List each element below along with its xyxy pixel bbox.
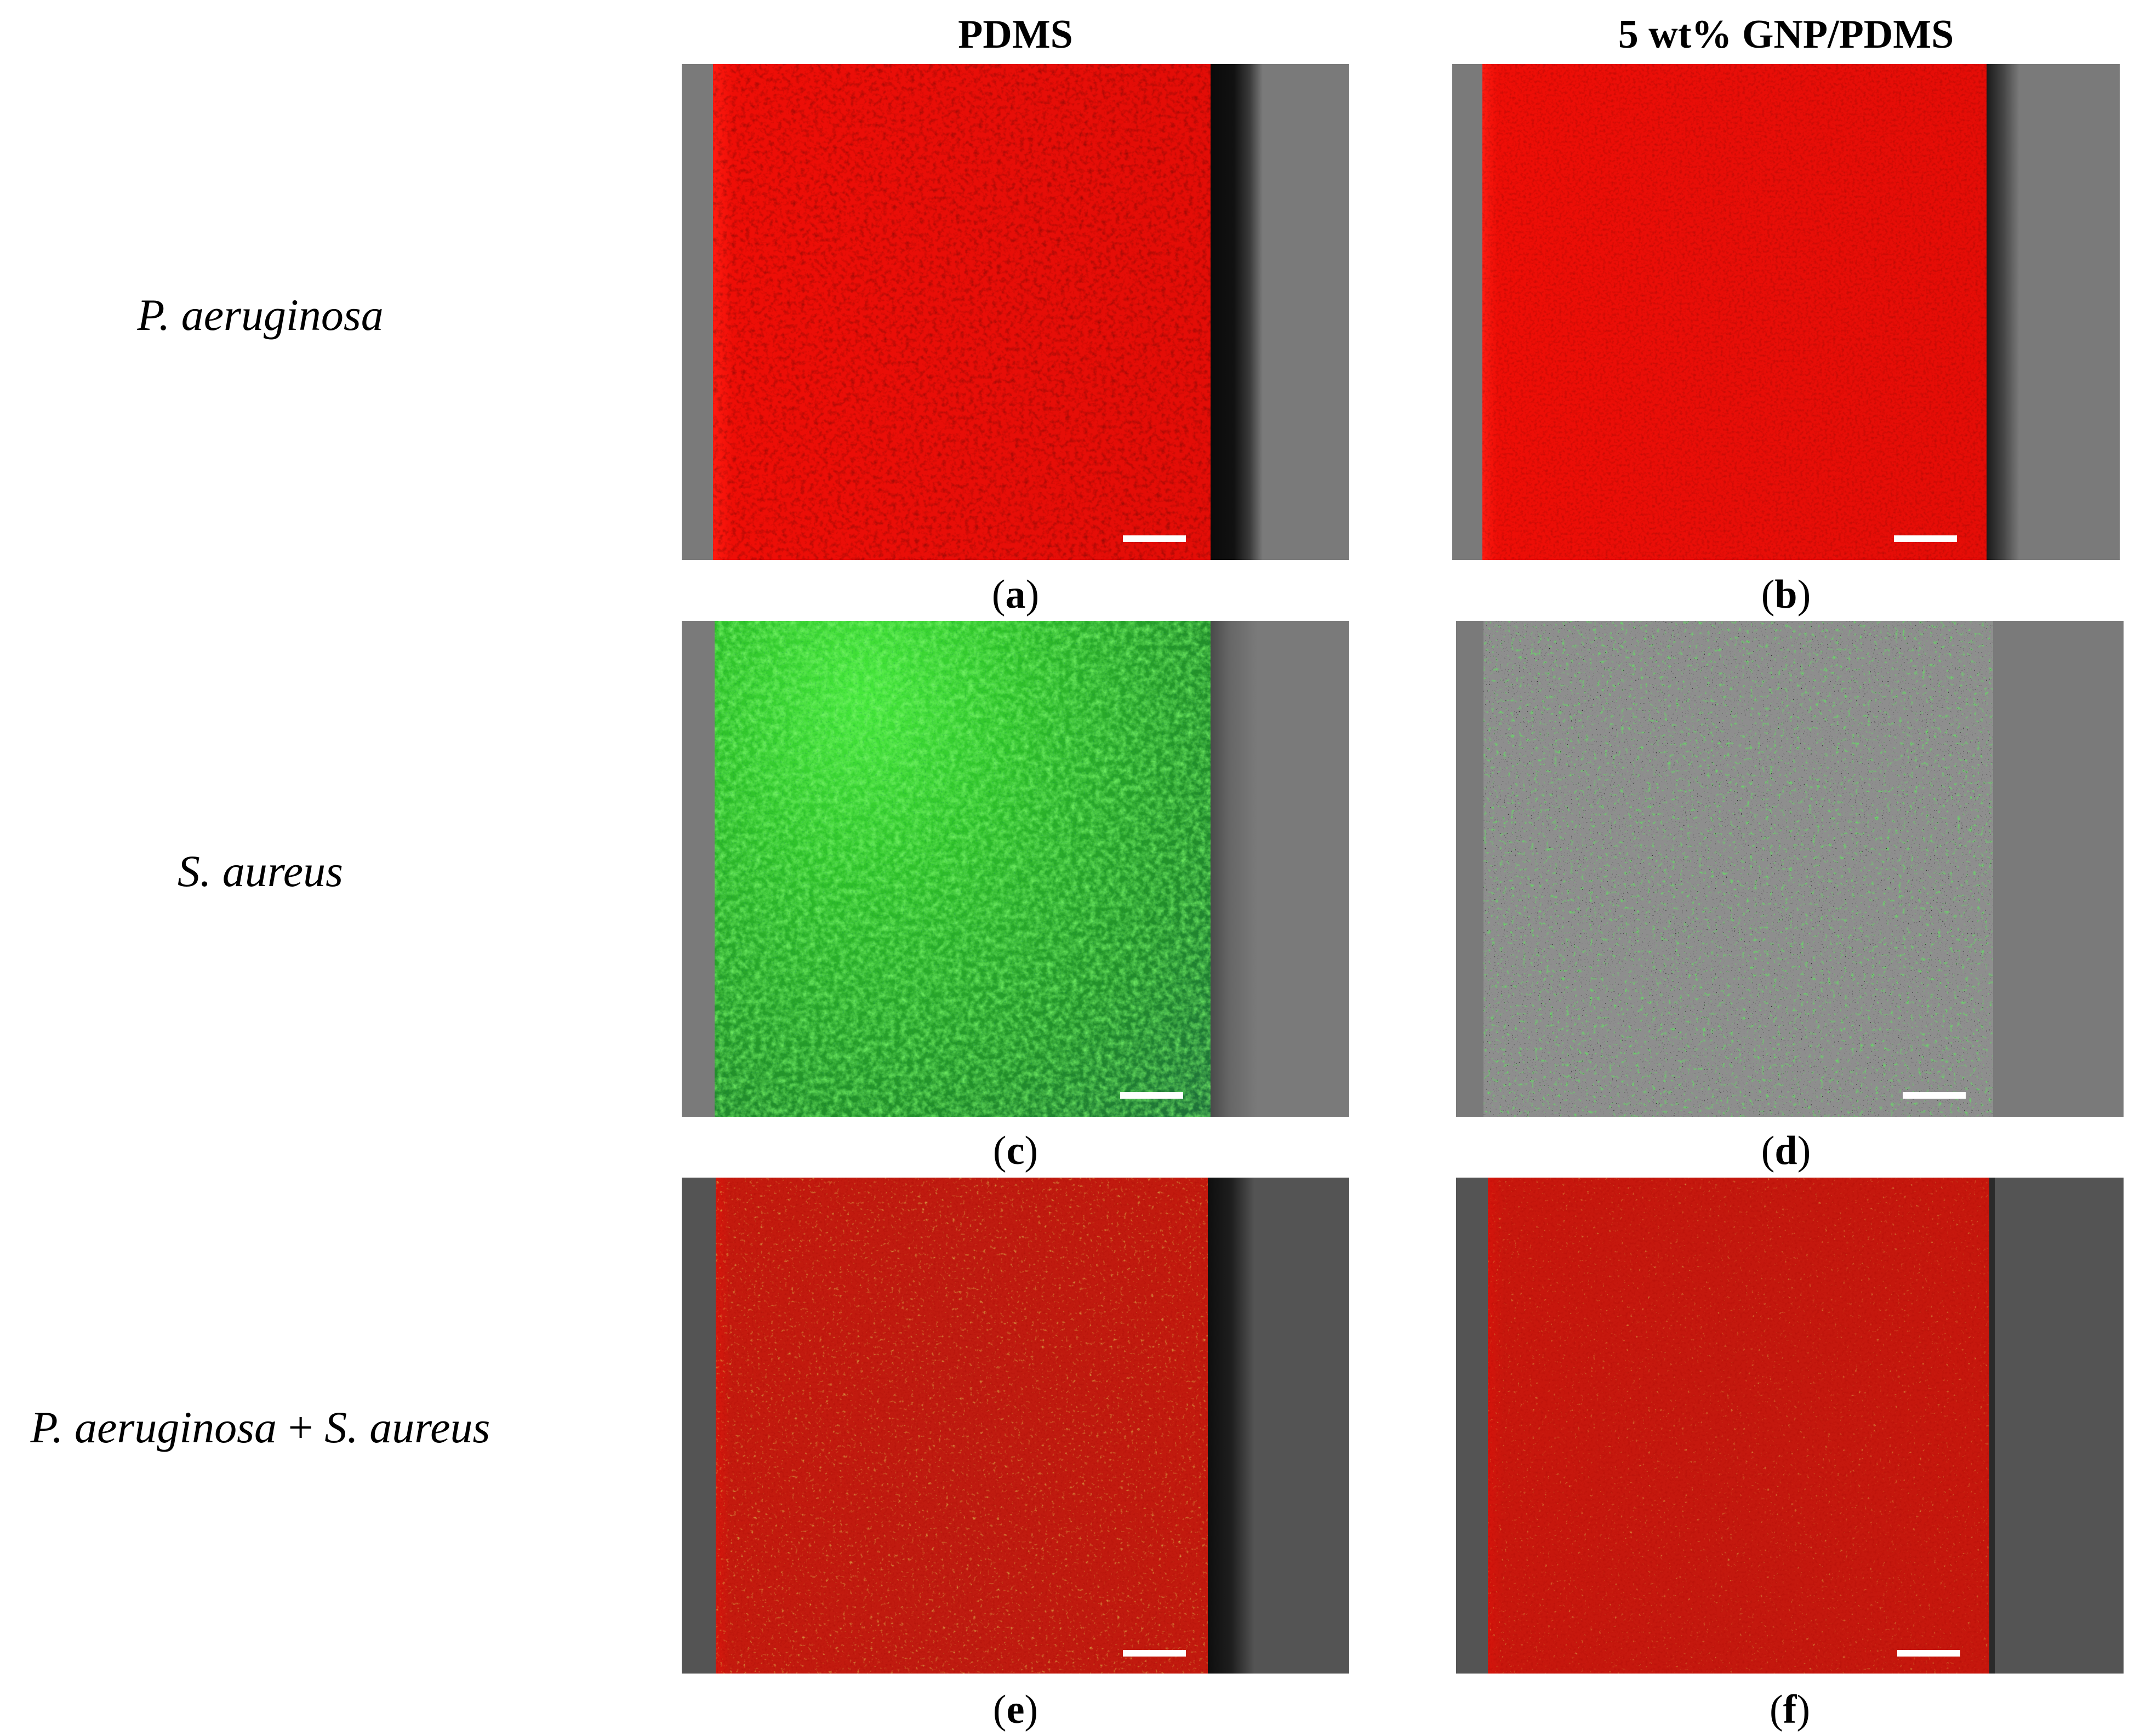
micrograph-panel-c: [682, 621, 1349, 1117]
panel-label-b: (b): [1761, 572, 1811, 617]
micrograph-panel-e: [682, 1178, 1349, 1674]
scale-bar: [1903, 1092, 1966, 1099]
micrograph-panel-a: [682, 64, 1349, 560]
row-label-mixed: P. aeruginosa + S. aureus: [0, 1400, 521, 1455]
texture-overlay: [1482, 64, 1987, 560]
scale-bar: [1123, 1650, 1186, 1657]
texture-overlay: [713, 64, 1211, 560]
scale-bar: [1123, 535, 1186, 542]
row-label-mixed-part1: P. aeruginosa: [30, 1402, 277, 1452]
row-label-s-aureus: S. aureus: [177, 846, 344, 896]
row-label-mixed-part2: S. aureus: [324, 1402, 490, 1452]
sample-edge-shadow: [1989, 1178, 1995, 1674]
scale-bar: [1120, 1092, 1183, 1099]
panel-label-d: (d): [1761, 1128, 1811, 1173]
sample-edge-shadow: [1211, 621, 1257, 1117]
column-header-gnp-pdms: 5 wt% GNP/PDMS: [1618, 12, 1954, 57]
scale-bar: [1894, 535, 1957, 542]
micrograph-panel-f: [1456, 1178, 2124, 1674]
micrograph-panel-b: [1452, 64, 2120, 560]
sample-edge-shadow: [1211, 64, 1263, 560]
texture-overlay: [1488, 1178, 1989, 1674]
sample-edge-shadow: [1987, 64, 2019, 560]
texture-overlay: [1483, 621, 1993, 1117]
panel-label-c: (c): [992, 1128, 1038, 1173]
texture-overlay: [715, 621, 1211, 1117]
micrograph-panel-d: [1456, 621, 2124, 1117]
panel-label-a: (a): [991, 572, 1040, 617]
column-header-pdms: PDMS: [958, 12, 1073, 57]
scale-bar: [1897, 1650, 1960, 1657]
texture-overlay: [716, 1178, 1208, 1674]
panel-label-f: (f): [1770, 1687, 1810, 1732]
sample-edge-shadow: [1208, 1178, 1254, 1674]
row-label-p-aeruginosa: P. aeruginosa: [137, 290, 384, 340]
panel-label-e: (e): [992, 1687, 1038, 1732]
row-label-mixed-plus: +: [288, 1402, 313, 1452]
